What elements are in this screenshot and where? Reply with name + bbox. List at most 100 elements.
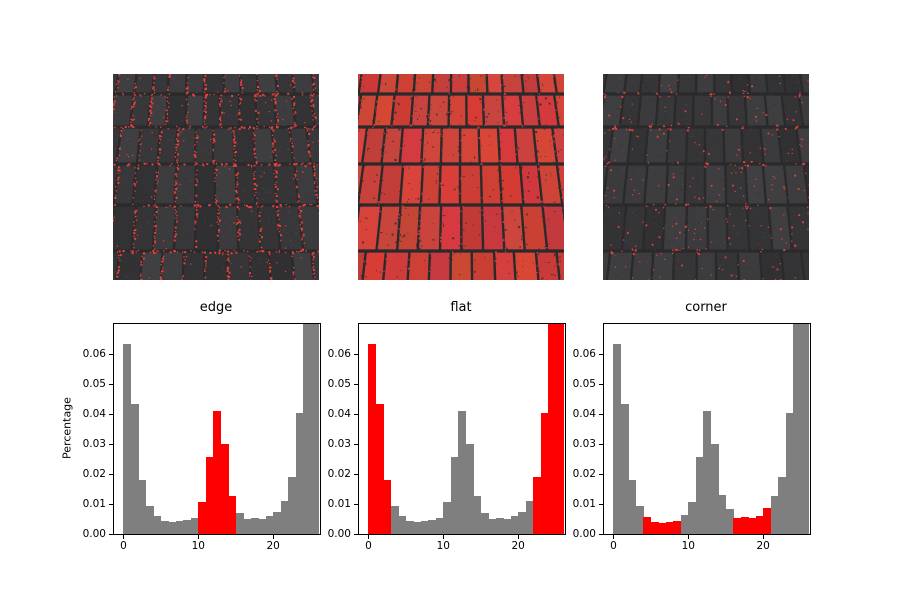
- y-tick-label: 0.00: [82, 527, 106, 540]
- hist-bar-gray: [680, 514, 689, 534]
- y-tick-label: 0.00: [572, 527, 596, 540]
- x-tick-label: 10: [191, 540, 205, 552]
- hist-bar-gray: [258, 518, 267, 534]
- y-tick: [599, 473, 603, 475]
- y-tick-label: 0.06: [572, 347, 596, 360]
- y-tick-label: 0.01: [572, 497, 596, 510]
- hist-bar-gray: [778, 477, 787, 534]
- x-tick: [272, 535, 274, 539]
- plot-title-corner: corner: [685, 300, 727, 315]
- hist-bar-gray: [525, 501, 534, 534]
- x-tick-label: 20: [756, 540, 770, 552]
- pavement-texture: [113, 74, 319, 280]
- hist-bar-red: [220, 444, 229, 534]
- hist-bar-red: [198, 501, 207, 534]
- x-tick-label: 10: [436, 540, 450, 552]
- y-tick: [599, 383, 603, 385]
- hist-bar-red: [533, 477, 542, 534]
- hist-bar-gray: [273, 511, 282, 534]
- hist-bar-gray: [123, 343, 132, 534]
- y-tick: [354, 383, 358, 385]
- hist-bar-red: [658, 522, 667, 534]
- hist-bar-gray: [175, 521, 184, 534]
- hist-bar-gray: [183, 519, 192, 534]
- hist-bar-gray: [518, 511, 527, 534]
- hist-bar-red: [763, 508, 772, 534]
- y-tick: [354, 353, 358, 355]
- hist-bar-gray: [465, 444, 474, 534]
- x-tick: [197, 535, 199, 539]
- hist-bar-gray: [443, 501, 452, 534]
- x-tick: [687, 535, 689, 539]
- y-tick: [354, 503, 358, 505]
- hist-bar-gray: [725, 509, 734, 534]
- hist-bar-red: [540, 413, 549, 534]
- hist-bar-gray: [420, 521, 429, 534]
- hist-bar-gray: [190, 517, 199, 534]
- y-tick: [354, 413, 358, 415]
- y-tick-label: 0.05: [572, 377, 596, 390]
- plot-title-edge: edge: [199, 300, 233, 315]
- hist-bar-gray: [303, 324, 312, 534]
- hist-bar-gray: [785, 413, 794, 534]
- hist-bar-gray: [613, 343, 622, 534]
- plot-area-flat: [358, 323, 566, 535]
- hist-bar-gray: [688, 501, 697, 534]
- y-tick: [599, 353, 603, 355]
- corner-histogram: corner 0 10 20 0.00 0.01 0.02 0.03 0.04 0.05 0.06: [573, 298, 811, 556]
- y-tick: [599, 533, 603, 535]
- hist-bar-gray: [510, 516, 519, 534]
- hist-bar-gray: [628, 479, 637, 534]
- y-tick: [109, 353, 113, 355]
- hist-bar-gray: [295, 413, 304, 534]
- x-tick: [442, 535, 444, 539]
- y-tick-label: 0.03: [82, 437, 106, 450]
- y-tick: [599, 503, 603, 505]
- hist-bar-red: [368, 343, 377, 534]
- x-tick-label: 0: [610, 540, 617, 552]
- y-tick-label: 0.00: [327, 527, 351, 540]
- y-tick-label: 0.02: [327, 467, 351, 480]
- hist-bar-gray: [435, 517, 444, 534]
- hist-bar-red: [643, 516, 652, 534]
- hist-bar-gray: [413, 522, 422, 534]
- corner-overlay-image: [603, 74, 809, 280]
- y-tick: [109, 443, 113, 445]
- pavement-texture: [358, 74, 564, 280]
- hist-bar-gray: [793, 324, 802, 534]
- hist-bar-gray: [718, 495, 727, 534]
- y-tick: [109, 413, 113, 415]
- flat-histogram: flat 0 10 20 0.00 0.01 0.02 0.03 0.04 0.05 0.06: [328, 298, 566, 556]
- x-tick-label: 0: [365, 540, 372, 552]
- hist-bar-gray: [488, 518, 497, 534]
- hist-bar-red: [228, 496, 237, 534]
- x-tick-label: 20: [511, 540, 525, 552]
- y-tick-label: 0.02: [572, 467, 596, 480]
- hist-bar-gray: [288, 477, 297, 534]
- y-tick-label: 0.05: [327, 377, 351, 390]
- hist-bar-gray: [138, 479, 147, 534]
- hist-bar-red: [375, 403, 384, 534]
- hist-bar-gray: [450, 457, 459, 534]
- y-tick: [109, 533, 113, 535]
- hist-bar-red: [548, 324, 557, 534]
- hist-bar-gray: [480, 513, 489, 534]
- hist-bar-gray: [243, 518, 252, 534]
- x-tick: [122, 535, 124, 539]
- hist-bar-gray: [428, 519, 437, 534]
- hist-bar-red: [740, 516, 749, 534]
- hist-bar-gray: [153, 516, 162, 534]
- y-tick-label: 0.04: [82, 407, 106, 420]
- hist-bar-gray: [458, 411, 467, 534]
- hist-bar-gray: [703, 411, 712, 534]
- hist-bar-gray: [473, 496, 482, 534]
- x-tick-label: 10: [681, 540, 695, 552]
- plot-area-corner: [603, 323, 811, 535]
- hist-bar-gray: [695, 457, 704, 534]
- y-tick: [599, 413, 603, 415]
- hist-bar-gray: [145, 505, 154, 534]
- x-tick-label: 0: [120, 540, 127, 552]
- y-tick: [354, 443, 358, 445]
- plot-area-edge: [113, 323, 321, 535]
